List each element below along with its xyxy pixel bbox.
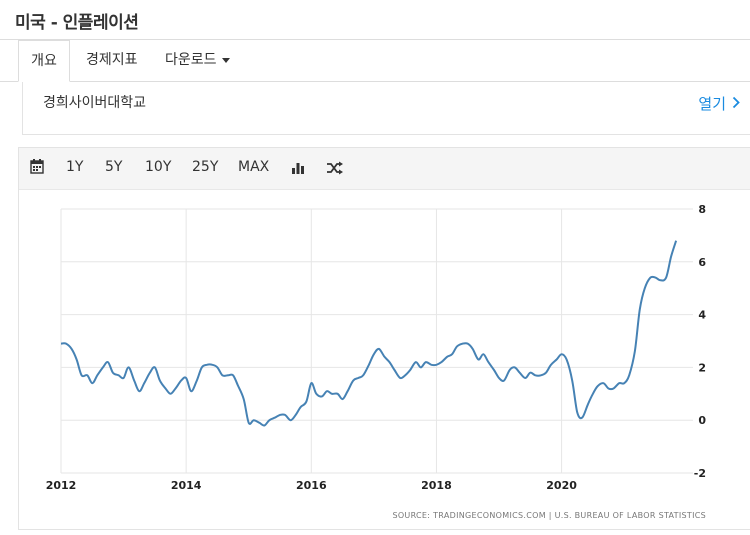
bar-chart-icon[interactable] xyxy=(291,160,305,179)
tab-overview[interactable]: 개요 xyxy=(18,40,70,82)
tab-download[interactable]: 다운로드 xyxy=(165,40,230,82)
range-25y-button[interactable]: 25Y xyxy=(192,159,219,175)
y-tick-label: 2 xyxy=(698,361,706,374)
page-title: 미국 - 인플레이션 xyxy=(15,13,139,33)
school-name: 경희사이버대학교 xyxy=(43,95,147,111)
x-tick-label: 2018 xyxy=(421,479,452,492)
range-10y-button[interactable]: 10Y xyxy=(145,159,172,175)
range-max-button[interactable]: MAX xyxy=(238,159,270,175)
grid xyxy=(60,208,693,474)
tab-indicators[interactable]: 경제지표 xyxy=(86,52,138,68)
range-1y-button[interactable]: 1Y xyxy=(66,159,84,175)
y-tick-label: 4 xyxy=(698,309,706,322)
tab-download-label: 다운로드 xyxy=(165,52,217,68)
school-panel: 경희사이버대학교 열기 xyxy=(22,82,750,135)
x-tick-label: 2020 xyxy=(546,479,577,492)
y-tick-label: 6 xyxy=(698,256,706,269)
x-tick-label: 2016 xyxy=(296,479,327,492)
caret-down-icon xyxy=(221,57,230,63)
shuffle-icon[interactable] xyxy=(326,160,344,179)
tab-bar: 개요 경제지표 다운로드 xyxy=(0,40,750,82)
y-tick-label: 8 xyxy=(698,203,706,216)
y-tick-label: -2 xyxy=(694,467,706,480)
y-tick-label: 0 xyxy=(698,414,706,427)
source-note: SOURCE: TRADINGECONOMICS.COM | U.S. BURE… xyxy=(392,511,706,520)
chart-toolbar: 1Y 5Y 10Y 25Y MAX xyxy=(19,148,750,190)
chart-frame: 1Y 5Y 10Y 25Y MAX xyxy=(18,147,750,530)
inflation-line xyxy=(60,240,678,427)
title-bar: 미국 - 인플레이션 xyxy=(0,0,750,40)
x-axis: 2012 2014 2016 2018 2020 xyxy=(46,479,578,492)
open-link[interactable]: 열기 xyxy=(698,93,740,114)
x-tick-label: 2014 xyxy=(171,479,202,492)
chevron-right-icon xyxy=(732,95,740,113)
calendar-icon[interactable] xyxy=(30,158,44,178)
line-series xyxy=(60,240,678,427)
range-5y-button[interactable]: 5Y xyxy=(105,159,123,175)
open-link-label: 열기 xyxy=(698,95,726,113)
y-axis: 8 6 4 2 0 -2 xyxy=(694,203,707,480)
x-tick-label: 2012 xyxy=(46,479,77,492)
